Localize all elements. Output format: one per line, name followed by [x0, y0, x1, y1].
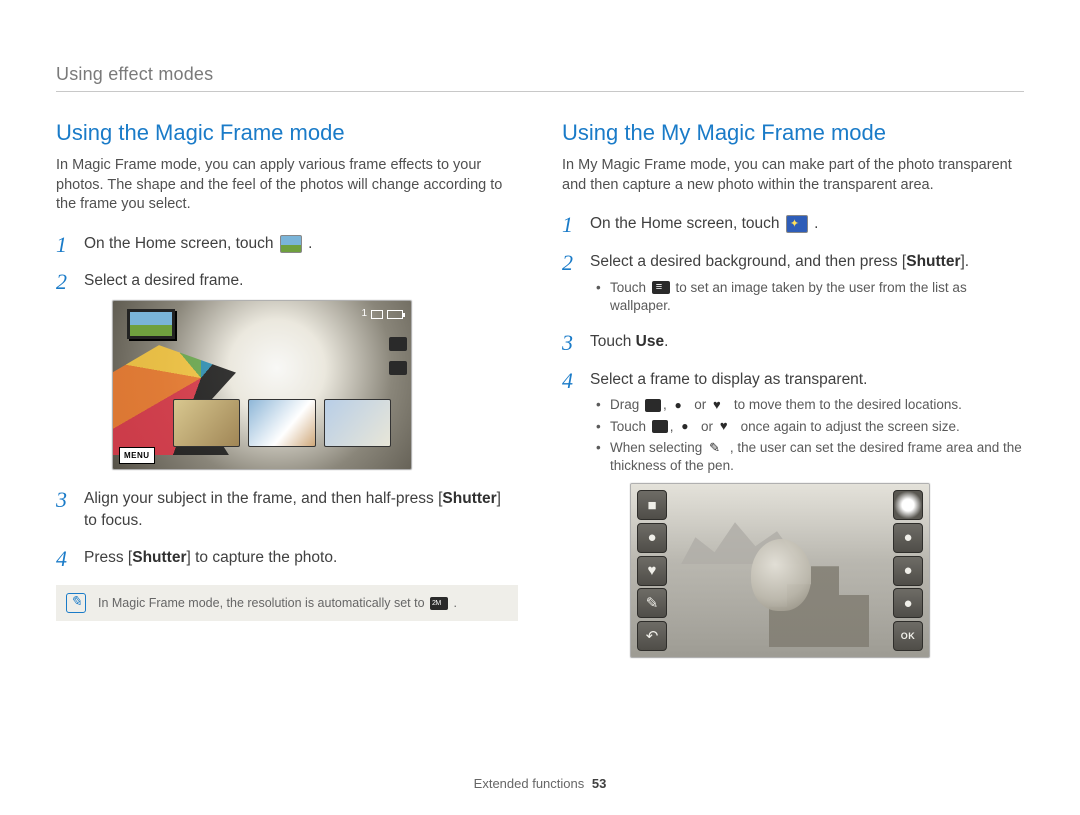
- step-text-tail: .: [308, 235, 312, 252]
- tool-icon: [389, 361, 407, 375]
- heart-shape-icon: [712, 399, 728, 412]
- sub-bullet: Touch , or once again to adjust the scre…: [596, 418, 1024, 436]
- sub-text: Touch: [610, 280, 650, 295]
- step-text-tail: ].: [960, 253, 969, 270]
- right-step-2: Select a desired background, and then pr…: [562, 251, 1024, 315]
- note-icon: ✎: [66, 593, 86, 613]
- left-step-3: Align your subject in the frame, and the…: [56, 488, 518, 531]
- frame-thumb: [324, 399, 391, 447]
- sub-text: When selecting: [610, 440, 706, 455]
- transparent-face-shape: [751, 539, 811, 611]
- photo-count: 1: [361, 307, 367, 321]
- card-icon: [371, 310, 383, 319]
- page-header: Using effect modes: [56, 64, 1024, 92]
- back-button: ↶: [637, 621, 667, 651]
- right-column: Using the My Magic Frame mode In My Magi…: [562, 120, 1024, 676]
- right-step-4: Select a frame to display as transparent…: [562, 369, 1024, 659]
- step-text: On the Home screen, touch: [84, 235, 278, 252]
- sub-text: Drag: [610, 397, 643, 412]
- step-text: Select a desired frame.: [84, 272, 243, 289]
- home-magic-frame-icon: [280, 235, 302, 253]
- battery-icon: [387, 310, 403, 319]
- square-shape-icon: [652, 420, 668, 433]
- sub-text-tail: to move them to the desired locations.: [734, 397, 962, 412]
- right-step-1: On the Home screen, touch .: [562, 213, 1024, 235]
- selected-frame-thumb: [127, 309, 175, 339]
- step-text-tail: .: [664, 333, 668, 350]
- sub-bullet: Drag , or to move them to the desired lo…: [596, 396, 1024, 414]
- frame-thumbnails: [173, 399, 391, 447]
- note-box: ✎ In Magic Frame mode, the resolution is…: [56, 585, 518, 621]
- sep: ,: [670, 419, 678, 434]
- size-option-button: ●: [893, 556, 923, 586]
- size-option-button: ●: [893, 523, 923, 553]
- right-button-column: ● ● ● OK: [893, 490, 923, 651]
- side-toolbar: [389, 337, 407, 375]
- shutter-label: Shutter: [132, 549, 186, 566]
- sep: ,: [663, 397, 671, 412]
- left-step-4: Press [Shutter] to capture the photo.: [56, 547, 518, 569]
- step-text: Select a desired background, and then pr…: [590, 253, 906, 270]
- step-text-tail: ] to capture the photo.: [186, 549, 337, 566]
- note-text: In Magic Frame mode, the resolution is a…: [98, 596, 428, 610]
- shutter-label: Shutter: [906, 253, 960, 270]
- left-step-1: On the Home screen, touch .: [56, 233, 518, 255]
- step-text: Select a frame to display as transparent…: [590, 371, 867, 388]
- left-intro: In Magic Frame mode, you can apply vario…: [56, 156, 518, 215]
- draw-tool-button: ✎: [637, 588, 667, 618]
- page-number: 53: [592, 776, 606, 791]
- right-intro: In My Magic Frame mode, you can make par…: [562, 156, 1024, 195]
- magic-frame-screenshot: 1 MENU: [112, 300, 412, 470]
- left-section-title: Using the Magic Frame mode: [56, 120, 518, 146]
- step-text-tail: .: [814, 215, 818, 232]
- sub-text: Touch: [610, 419, 650, 434]
- square-shape-icon: [645, 399, 661, 412]
- right-section-title: Using the My Magic Frame mode: [562, 120, 1024, 146]
- step-text: Press [: [84, 549, 132, 566]
- tool-icon: [389, 337, 407, 351]
- status-bar: 1: [361, 307, 403, 321]
- sub-bullet: When selecting , the user can set the de…: [596, 439, 1024, 475]
- list-icon: [652, 281, 670, 294]
- left-button-column: ■ ● ♥ ✎ ↶: [637, 490, 667, 651]
- left-step-2: Select a desired frame. 1: [56, 270, 518, 470]
- sep-or: or: [691, 397, 711, 412]
- sub-text-tail: once again to adjust the screen size.: [741, 419, 960, 434]
- frame-thumb: [248, 399, 315, 447]
- home-my-magic-frame-icon: [786, 215, 808, 233]
- circle-shape-icon: [679, 420, 695, 433]
- footer-label: Extended functions: [474, 776, 585, 791]
- size-option-button: [893, 490, 923, 520]
- circle-shape-icon: [673, 399, 689, 412]
- my-magic-frame-screenshot: ■ ● ♥ ✎ ↶ ● ● ● OK: [630, 483, 930, 658]
- shutter-label: Shutter: [442, 490, 496, 507]
- frame-thumb: [173, 399, 240, 447]
- step-text: On the Home screen, touch: [590, 215, 784, 232]
- menu-button: MENU: [119, 447, 155, 464]
- page-footer: Extended functions 53: [0, 776, 1080, 791]
- step-text: Align your subject in the frame, and the…: [84, 490, 442, 507]
- ok-button: OK: [893, 621, 923, 651]
- circle-tool-button: ●: [637, 523, 667, 553]
- brush-icon: [708, 442, 724, 455]
- heart-shape-icon: [719, 420, 735, 433]
- note-tail: .: [454, 596, 457, 610]
- sub-bullet: Touch to set an image taken by the user …: [596, 279, 1024, 315]
- left-column: Using the Magic Frame mode In Magic Fram…: [56, 120, 518, 676]
- sep-or: or: [697, 419, 717, 434]
- right-step-3: Touch Use.: [562, 331, 1024, 353]
- square-tool-button: ■: [637, 490, 667, 520]
- use-label: Use: [636, 333, 664, 350]
- step-text: Touch: [590, 333, 636, 350]
- size-option-button: ●: [893, 588, 923, 618]
- heart-tool-button: ♥: [637, 556, 667, 586]
- resolution-icon: [430, 597, 448, 610]
